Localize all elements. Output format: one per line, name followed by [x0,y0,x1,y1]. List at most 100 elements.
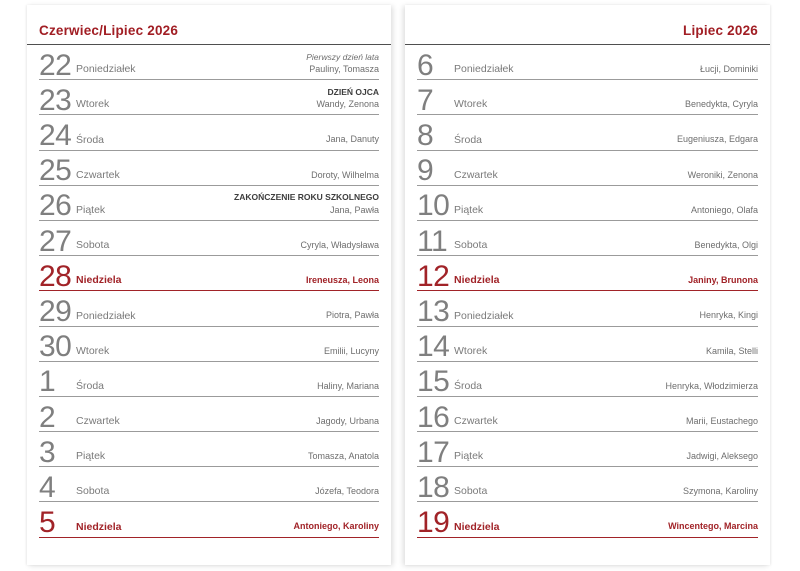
day-number: 30 [39,330,72,364]
page-title: Czerwiec/Lipiec 2026 [39,23,179,38]
name-days: Emilii, Lucyny [323,345,379,356]
calendar-page: Lipiec 2026 6 Poniedziałek Łucji, Domini… [405,5,770,565]
day-annotations: Henryka, Włodzimierza [665,380,758,392]
day-number: 12 [417,259,450,293]
weekday-label: Piątek [76,450,106,463]
day-annotations: Kamila, Stelli [706,345,758,357]
name-days: Janiny, Brunona [688,275,758,286]
day-annotations: Antoniego, Olafa [691,204,758,216]
day-rows: 22 Poniedziałek Pierwszy dzień lata Paul… [27,45,391,538]
day-row: 11 Sobota Benedykta, Olgi [417,221,758,258]
name-days: Pauliny, Tomasza [309,64,379,75]
day-row: 3 Piątek Tomasza, Anatola [39,432,379,469]
name-days: Haliny, Mariana [317,380,379,391]
weekday-label: Środa [454,379,483,392]
weekday-label: Poniedziałek [76,309,136,322]
day-annotations: Doroty, Wilhelma [311,169,379,181]
name-days: Ireneusza, Leona [305,275,379,286]
name-days: Eugeniusza, Edgara [676,134,758,145]
day-annotations: Emilii, Lucyny [324,345,379,357]
day-number: 28 [39,259,72,293]
day-rows: 6 Poniedziałek Łucji, Dominiki 7 Wtorek … [405,45,770,538]
weekday-label: Sobota [454,485,488,498]
page-header: Lipiec 2026 [405,5,770,45]
day-annotations: Henryka, Kingi [699,309,758,321]
weekday-label: Niedziela [76,520,122,533]
day-number: 11 [417,224,448,258]
day-number: 3 [39,435,56,469]
day-annotations: Jana, Danuty [326,133,379,145]
name-days: Szymona, Karoliny [682,486,758,497]
day-row: 18 Sobota Szymona, Karoliny [417,467,758,504]
weekday-label: Środa [454,133,483,146]
holiday-note: DZIEŃ OJCA [327,86,379,97]
day-annotations: Jagody, Urbana [316,415,379,427]
day-number: 22 [39,48,72,82]
day-row: 24 Środa Jana, Danuty [39,115,379,151]
day-number: 26 [39,189,72,223]
day-row: 29 Poniedziałek Piotra, Pawła [39,291,379,328]
weekday-label: Sobota [76,239,110,252]
weekday-label: Piątek [454,203,484,216]
weekday-label: Poniedziałek [76,63,136,76]
day-number: 27 [39,224,72,258]
name-days: Wandy, Zenona [316,99,379,110]
name-days: Piotra, Pawła [325,310,379,321]
day-annotations: Weroniki, Zenona [688,169,758,181]
day-row: 30 Wtorek Emilii, Lucyny [39,327,379,362]
day-number: 9 [417,154,434,188]
day-number: 5 [39,506,56,540]
day-number: 1 [39,365,56,399]
day-number: 17 [417,435,450,469]
day-annotations: Szymona, Karoliny [683,485,758,497]
day-row: 6 Poniedziałek Łucji, Dominiki [417,45,758,81]
day-annotations: ZAKOŃCZENIE ROKU SZKOLNEGO Jana, Pawła [234,192,379,216]
day-annotations: Cyryla, Władysława [300,239,379,251]
weekday-label: Środa [76,133,105,146]
day-annotations: Ireneusza, Leona [306,274,379,286]
day-row: 19 Niedziela Wincentego, Marcina [417,502,758,538]
day-annotations: Antoniego, Karoliny [294,520,380,532]
day-annotations: DZIEŃ OJCA Wandy, Zenona [316,87,379,111]
name-days: Marii, Eustachego [685,415,758,426]
calendar-page: Czerwiec/Lipiec 2026 22 Poniedziałek Pie… [27,5,391,565]
weekday-label: Piątek [454,450,484,463]
name-days: Henryka, Włodzimierza [665,380,758,391]
day-row: 14 Wtorek Kamila, Stelli [417,327,758,362]
day-row: 2 Czwartek Jagody, Urbana [39,397,379,433]
day-row: 5 Niedziela Antoniego, Karoliny [39,502,380,540]
weekday-label: Czwartek [76,415,120,428]
day-number: 29 [39,295,72,328]
day-annotations: Józefa, Teodora [315,485,379,497]
day-annotations: Benedykta, Cyryla [685,98,758,110]
name-days: Henryka, Kingi [699,310,758,321]
name-days: Jana, Pawła [329,204,379,215]
name-days: Józefa, Teodora [315,486,379,497]
name-days: Jana, Danuty [325,134,379,145]
day-number: 25 [39,154,72,188]
day-annotations: Benedykta, Olgi [694,239,758,251]
day-annotations: Jadwigi, Aleksego [686,450,758,462]
weekday-label: Piątek [76,203,106,216]
holiday-note: ZAKOŃCZENIE ROKU SZKOLNEGO [234,192,379,203]
day-number: 18 [417,470,450,504]
page-header: Czerwiec/Lipiec 2026 [27,5,391,45]
name-days: Doroty, Wilhelma [311,169,379,180]
day-row: 1 Środa Haliny, Mariana [39,362,379,397]
name-days: Antoniego, Karoliny [293,521,380,532]
name-days: Benedykta, Cyryla [684,99,758,110]
weekday-label: Niedziela [454,274,500,287]
day-number: 8 [417,119,434,153]
weekday-label: Wtorek [454,98,488,111]
name-days: Antoniego, Olafa [690,204,758,215]
name-days: Benedykta, Olgi [694,239,758,250]
day-number: 16 [417,400,450,434]
name-days: Tomasza, Anatola [307,451,379,462]
weekday-label: Sobota [454,239,488,252]
day-row: 23 Wtorek DZIEŃ OJCA Wandy, Zenona [39,80,379,116]
day-row: 8 Środa Eugeniusza, Edgara [417,115,758,153]
weekday-label: Czwartek [454,168,498,181]
day-row: 7 Wtorek Benedykta, Cyryla [417,80,758,116]
weekday-label: Wtorek [454,344,488,357]
day-number: 14 [417,330,450,364]
